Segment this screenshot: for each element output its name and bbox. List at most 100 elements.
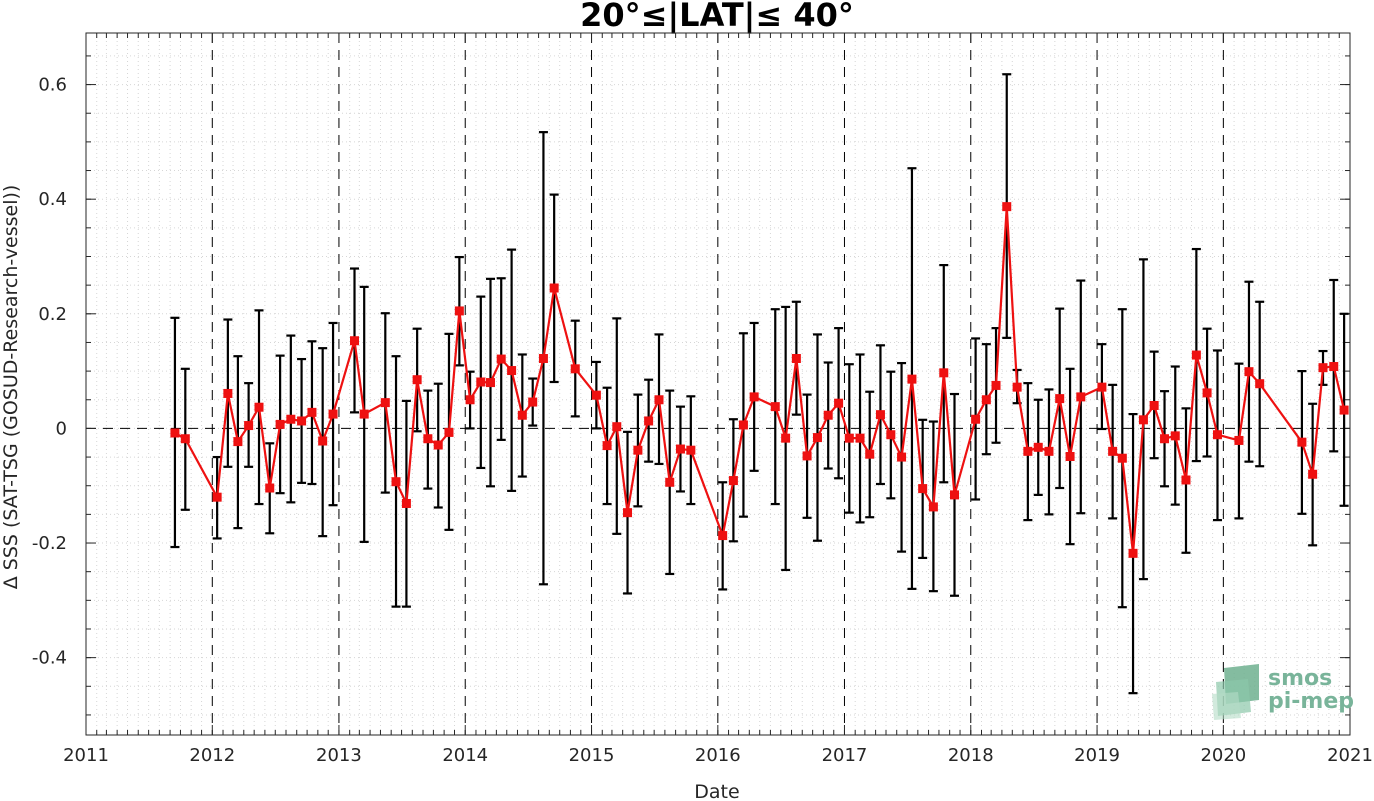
data-point-marker xyxy=(1170,431,1180,441)
data-point-marker xyxy=(728,476,738,486)
data-point-marker xyxy=(423,434,433,444)
x-tick-label: 2020 xyxy=(1200,745,1246,766)
data-point-marker xyxy=(391,477,401,487)
data-point-marker xyxy=(1181,475,1191,485)
data-point-marker xyxy=(528,397,538,407)
data-point-marker xyxy=(265,483,275,493)
data-point-marker xyxy=(834,398,844,408)
smos-pimep-logo-icon xyxy=(1212,664,1259,720)
y-tick-label: 0 xyxy=(56,418,67,439)
data-point-marker xyxy=(1023,446,1033,456)
data-point-marker xyxy=(1033,442,1043,452)
data-point-marker xyxy=(886,430,896,440)
data-point-marker xyxy=(1212,430,1222,440)
data-point-marker xyxy=(549,283,559,293)
data-point-marker xyxy=(1339,405,1349,415)
data-markers xyxy=(170,202,1349,558)
data-point-marker xyxy=(233,437,243,447)
data-point-marker xyxy=(791,353,801,363)
x-tick-label: 2018 xyxy=(948,745,994,766)
data-point-marker xyxy=(297,416,307,426)
smos-pimep-logo: smos pi-mep xyxy=(1212,664,1354,720)
data-point-marker xyxy=(591,390,601,400)
data-point-marker xyxy=(1149,400,1159,410)
y-tick-label: -0.2 xyxy=(32,533,67,554)
data-point-marker xyxy=(644,416,654,426)
data-point-marker xyxy=(781,433,791,443)
data-point-marker xyxy=(244,421,254,431)
y-axis-label: Δ SSS (SAT-TSG (GOSUD-Research-vessel)) xyxy=(0,185,22,590)
data-point-marker xyxy=(865,449,875,459)
data-point-marker xyxy=(612,422,622,432)
data-point-marker xyxy=(1002,202,1012,212)
data-point-marker xyxy=(1012,382,1022,392)
data-point-marker xyxy=(1097,382,1107,392)
logo-text-pimep: pi-mep xyxy=(1268,689,1354,714)
data-point-marker xyxy=(444,427,454,437)
x-tick-label: 2017 xyxy=(822,745,868,766)
y-tick-label: 0.2 xyxy=(38,304,67,325)
data-point-marker xyxy=(1076,392,1086,402)
data-point-marker xyxy=(412,375,422,385)
data-point-marker xyxy=(749,392,759,402)
x-tick-label: 2015 xyxy=(569,745,615,766)
data-point-marker xyxy=(875,410,885,420)
data-point-marker xyxy=(623,508,633,518)
data-point-marker xyxy=(950,490,960,500)
data-point-marker xyxy=(991,380,1001,390)
data-point-marker xyxy=(1234,435,1244,445)
data-point-marker xyxy=(686,445,696,455)
data-point-marker xyxy=(1044,446,1054,456)
x-axis-label: Date xyxy=(694,781,739,801)
data-point-marker xyxy=(570,364,580,374)
data-point-marker xyxy=(633,445,643,455)
axes xyxy=(85,32,1351,736)
data-point-marker xyxy=(928,502,938,512)
data-point-marker xyxy=(307,407,317,417)
data-point-marker xyxy=(465,395,475,405)
data-point-marker xyxy=(918,484,928,494)
grid xyxy=(86,33,1350,735)
x-tick-label: 2012 xyxy=(189,745,235,766)
data-point-marker xyxy=(897,452,907,462)
data-point-marker xyxy=(844,433,854,443)
logo-text-smos: smos xyxy=(1268,666,1332,691)
data-point-marker xyxy=(602,441,612,451)
data-point-marker xyxy=(328,409,338,419)
data-point-marker xyxy=(180,434,190,444)
data-point-marker xyxy=(802,451,812,461)
x-tick-label: 2014 xyxy=(442,745,488,766)
data-point-marker xyxy=(1255,379,1265,389)
data-point-marker xyxy=(939,368,949,378)
data-point-marker xyxy=(738,420,748,430)
data-point-marker xyxy=(1244,367,1254,377)
data-point-marker xyxy=(275,419,285,429)
data-point-marker xyxy=(1191,350,1201,360)
x-tick-label: 2016 xyxy=(695,745,741,766)
data-point-marker xyxy=(907,374,917,384)
data-point-marker xyxy=(971,414,981,424)
data-point-marker xyxy=(1128,548,1138,558)
error-bars xyxy=(170,73,1349,695)
data-point-marker xyxy=(538,353,548,363)
y-tick-label: 0.4 xyxy=(38,189,67,210)
data-point-marker xyxy=(433,440,443,450)
data-point-marker xyxy=(1297,437,1307,447)
data-point-marker xyxy=(517,410,527,420)
data-point-marker xyxy=(318,436,328,446)
x-tick-label: 2013 xyxy=(316,745,362,766)
data-point-marker xyxy=(1108,446,1118,456)
data-point-marker xyxy=(981,395,991,405)
data-point-marker xyxy=(359,409,369,419)
data-point-marker xyxy=(1318,363,1328,373)
data-point-marker xyxy=(485,378,495,388)
data-point-marker xyxy=(1329,362,1339,372)
data-point-marker xyxy=(665,477,675,487)
data-point-marker xyxy=(1160,434,1170,444)
data-point-marker xyxy=(1117,453,1127,463)
data-point-marker xyxy=(212,492,222,502)
data-point-marker xyxy=(1055,394,1065,404)
data-point-marker xyxy=(350,336,360,346)
data-point-marker xyxy=(1138,415,1148,425)
